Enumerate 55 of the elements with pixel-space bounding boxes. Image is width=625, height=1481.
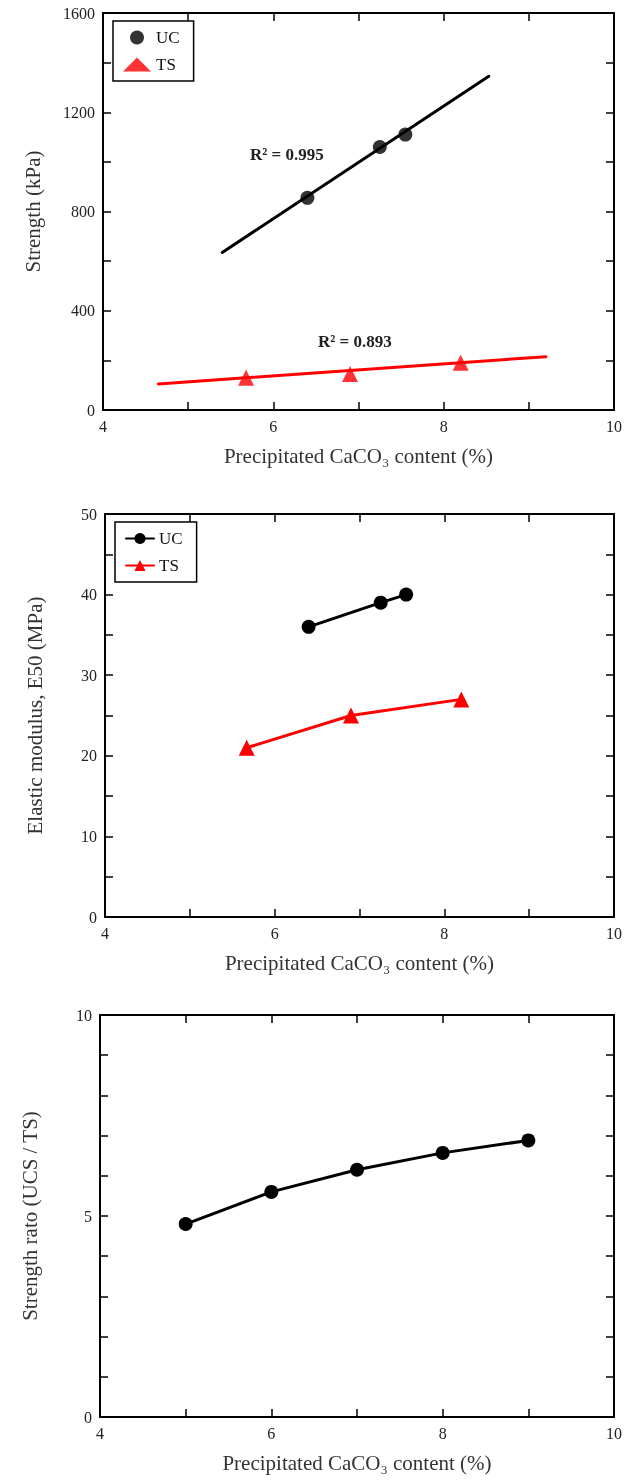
x-tick-label: 8 [438, 1424, 447, 1442]
y-tick-label: 0 [84, 1408, 92, 1426]
point [264, 1184, 279, 1199]
y-tick-label: 1200 [63, 103, 95, 121]
point [452, 354, 469, 371]
y-tick-label: 800 [71, 203, 95, 220]
point [372, 139, 387, 154]
x-tick-label: 4 [96, 1424, 104, 1442]
point [521, 1133, 536, 1148]
legend-label: UC [156, 28, 180, 47]
x-tick-label: 6 [269, 417, 278, 435]
point [399, 587, 414, 602]
point [301, 619, 316, 634]
annotation: R² = 0.995 [250, 145, 324, 164]
x-axis-title: Precipitated CaCO₃ content (%) [224, 950, 495, 975]
y-tick-label: 1600 [63, 4, 95, 22]
point [350, 1162, 364, 1177]
point [238, 739, 255, 756]
y-tick-label: 40 [81, 586, 97, 604]
point [373, 595, 388, 610]
y-tick-label: 400 [71, 302, 95, 320]
x-axis-title: Precipitated CaCO₃ content (%) [223, 443, 494, 468]
legend-label: UC [159, 529, 183, 548]
y-axis-title: Elastic modulus, E50 (MPa) [22, 596, 47, 835]
point [435, 1145, 450, 1160]
x-tick-label: 8 [439, 417, 448, 435]
y-tick-label: 0 [87, 401, 95, 419]
y-tick-label: 20 [81, 747, 97, 765]
legend-label: TS [156, 55, 176, 74]
annotation: R² = 0.893 [318, 332, 392, 351]
x-tick-label: 10 [606, 1424, 622, 1442]
point [238, 369, 255, 386]
x-tick-label: 6 [267, 1424, 276, 1442]
point [343, 707, 360, 724]
x-tick-label: 4 [99, 417, 107, 435]
y-tick-label: 0 [89, 908, 97, 926]
y-tick-label: 50 [81, 505, 97, 523]
point [300, 190, 315, 205]
point [178, 1217, 193, 1232]
x-axis-title: Precipitated CaCO₃ content (%) [222, 1450, 492, 1475]
y-tick-label: 10 [76, 1006, 92, 1024]
legend-label: TS [159, 556, 179, 575]
point [453, 691, 470, 708]
y-tick-label: 5 [84, 1207, 92, 1225]
y-tick-label: 30 [81, 666, 97, 684]
x-tick-label: 4 [101, 924, 109, 942]
x-tick-label: 6 [270, 924, 279, 942]
x-tick-label: 10 [606, 924, 622, 942]
point [341, 366, 358, 383]
point [398, 127, 413, 142]
y-axis-title: Strength rato (UCS / TS) [17, 1111, 42, 1321]
y-axis-title: Strength (kPa) [20, 150, 45, 273]
x-tick-label: 8 [440, 924, 449, 942]
x-tick-label: 10 [606, 417, 622, 435]
y-tick-label: 10 [81, 827, 97, 845]
